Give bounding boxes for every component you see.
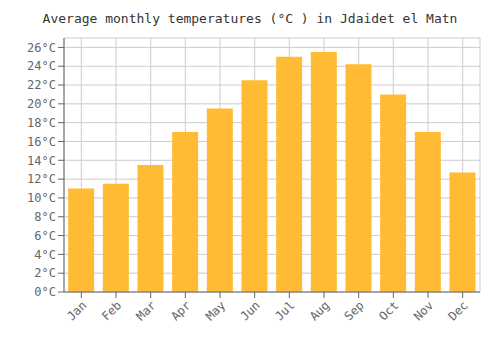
svg-text:Jun: Jun (238, 298, 263, 323)
svg-text:May: May (203, 298, 228, 323)
svg-text:Oct: Oct (376, 298, 401, 323)
svg-text:Sep: Sep (342, 298, 367, 323)
svg-text:18°C: 18°C (27, 116, 56, 130)
svg-text:4°C: 4°C (34, 248, 56, 262)
svg-text:14°C: 14°C (27, 154, 56, 168)
svg-text:12°C: 12°C (27, 172, 56, 186)
svg-text:0°C: 0°C (34, 285, 56, 299)
svg-text:8°C: 8°C (34, 210, 56, 224)
html-text:Average monthly temperatures (: Average monthly temperatures (°C ) in Jd… (42, 11, 458, 26)
svg-text:Mar: Mar (134, 298, 159, 323)
svg-text:Aug: Aug (307, 298, 332, 323)
svg-text:20°C: 20°C (27, 97, 56, 111)
svg-text:2°C: 2°C (34, 266, 56, 280)
svg-text:22°C: 22°C (27, 78, 56, 92)
svg-text:24°C: 24°C (27, 59, 56, 73)
svg-text:Feb: Feb (99, 298, 124, 323)
svg-text:16°C: 16°C (27, 135, 56, 149)
svg-text:10°C: 10°C (27, 191, 56, 205)
svg-text:Jan: Jan (64, 298, 89, 323)
svg-text:26°C: 26°C (27, 41, 56, 55)
svg-text:Nov: Nov (411, 298, 436, 323)
svg-text:Dec: Dec (446, 298, 471, 323)
svg-text:6°C: 6°C (34, 229, 56, 243)
svg-text:Jul: Jul (272, 298, 297, 323)
svg-text:Apr: Apr (168, 298, 193, 323)
